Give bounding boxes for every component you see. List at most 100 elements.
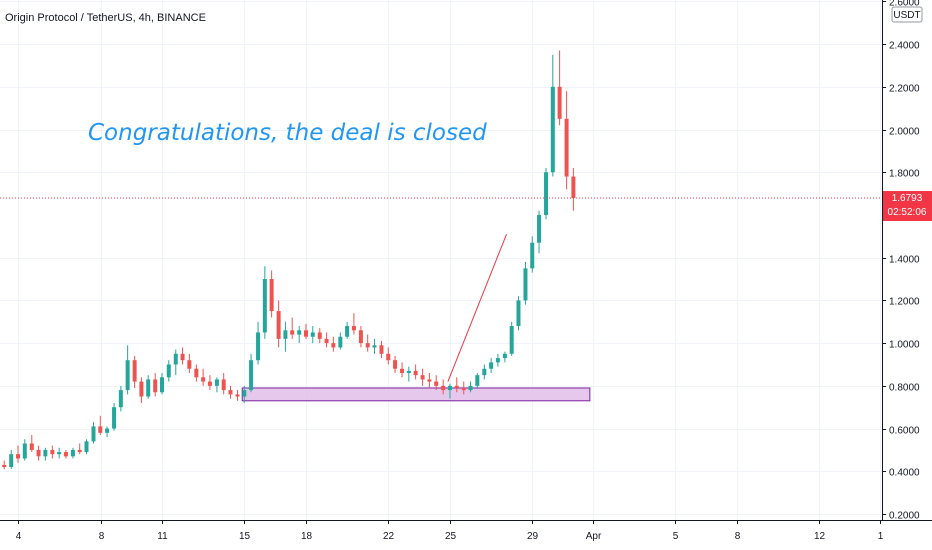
candle-body (406, 370, 411, 374)
time-tick-label: 11 (157, 531, 168, 542)
candle-body (194, 368, 199, 378)
candle-body (235, 394, 240, 397)
candle-body (166, 364, 171, 378)
time-tick-label: 25 (445, 531, 457, 542)
annotation-text[interactable]: Congratulations, the deal is closed (88, 120, 487, 146)
grid-layer (0, 0, 882, 520)
candle-body (207, 381, 212, 386)
price-tick-label: 2.0000 (889, 127, 920, 138)
time-scale[interactable]: 4 8 11 15 18 22 25 29 Apr 5 8 12 1 (0, 520, 932, 542)
candle-body (125, 360, 130, 391)
trend-line[interactable] (447, 233, 508, 382)
candle-body (173, 353, 178, 365)
candle-body (420, 375, 425, 380)
price-tick-label: 2.6000 (889, 0, 920, 9)
candle-body (50, 449, 55, 455)
price-tick-label: 0.4000 (889, 468, 920, 479)
candle-body (427, 379, 432, 382)
candle-body (489, 362, 494, 369)
candle-body (557, 86, 562, 119)
price-tick-label: 2.4000 (889, 41, 920, 52)
candle-body (441, 385, 446, 391)
time-tick-label: 29 (527, 531, 539, 542)
candle-body (112, 407, 117, 429)
candle-body (146, 379, 151, 397)
candle-body (283, 330, 288, 339)
candle-body (502, 353, 507, 359)
candle-body (22, 443, 27, 459)
candle-body (516, 300, 521, 327)
candle-body (16, 454, 20, 459)
candle-body (63, 452, 68, 457)
candle-body (29, 443, 34, 450)
candle-body (187, 360, 192, 369)
candle-body (9, 454, 14, 468)
candle-body (482, 368, 487, 376)
price-tick-label: 1.8000 (889, 169, 920, 180)
candle-body (57, 452, 62, 455)
candle-body (221, 379, 226, 391)
chart-title: Origin Protocol / TetherUS, 4h, BINANCE (5, 12, 206, 24)
candle-body (324, 338, 329, 344)
candle-body (256, 332, 261, 361)
candle-body (338, 336, 343, 348)
time-tick-label: 18 (301, 531, 313, 542)
candle-body (2, 464, 7, 468)
candle-body (228, 390, 233, 395)
time-tick-label: 12 (814, 531, 826, 542)
candle-body (537, 214, 542, 243)
candle-body (544, 172, 549, 215)
candle-body (571, 176, 576, 199)
price-tick-label: 0.6000 (889, 426, 920, 437)
candle-body (550, 86, 555, 173)
candle-body (530, 242, 535, 269)
candle-body (400, 368, 405, 374)
candle-body (201, 377, 206, 382)
candle-body (303, 330, 308, 337)
chart-pane[interactable]: Origin Protocol / TetherUS, 4h, BINANCE … (0, 0, 882, 520)
chart-background (0, 0, 882, 520)
trend-line-layer[interactable] (447, 233, 508, 382)
candle-body (358, 330, 363, 344)
time-tick-label: 5 (673, 531, 679, 542)
candle-body (214, 379, 219, 386)
last-price-tag-bg (883, 191, 932, 222)
candle-body (564, 118, 569, 177)
currency-badge[interactable]: USDT (891, 6, 923, 23)
price-tick-label: 1.4000 (889, 255, 920, 266)
candle-body (393, 360, 398, 369)
candle-body (262, 279, 267, 333)
candle-body (159, 377, 164, 393)
candle-body (153, 379, 158, 393)
candle-body (180, 353, 185, 361)
time-tick-label: Apr (586, 531, 602, 542)
time-tick-label: 4 (16, 531, 22, 542)
candle-body (36, 449, 41, 457)
support-zone-rect[interactable] (241, 387, 591, 402)
price-tick-label: 0.8000 (889, 383, 920, 394)
candle-body (447, 385, 452, 391)
last-price-tag: 1.6793 02:52:06 (883, 191, 932, 222)
support-zone-layer[interactable] (241, 387, 591, 402)
countdown-timer: 02:52:06 (888, 207, 927, 218)
candle-body (372, 345, 377, 348)
time-axis-ticks: 4 8 11 15 18 22 25 29 Apr 5 8 12 1 (16, 520, 884, 542)
last-price-value: 1.6793 (892, 193, 923, 204)
candle-body (379, 345, 384, 354)
candle-body (317, 332, 322, 339)
price-scale[interactable]: 2.6000 2.4000 2.2000 2.0000 1.8000 1.4000 1.20… (882, 0, 932, 522)
candle-body (413, 370, 418, 376)
candle-body (495, 358, 500, 363)
time-tick-label: 1 (878, 531, 884, 542)
candle-body (84, 441, 89, 453)
candle-body (351, 326, 356, 331)
candle-body (70, 449, 75, 457)
candle-body (77, 449, 82, 453)
price-axis-ticks: 2.6000 2.4000 2.2000 2.0000 1.8000 1.4000 1.20… (882, 0, 920, 522)
candle-body (290, 330, 295, 335)
candle-body (365, 343, 370, 348)
candle-body (461, 387, 466, 391)
candle-body (43, 449, 48, 457)
currency-label: USDT (893, 10, 920, 21)
